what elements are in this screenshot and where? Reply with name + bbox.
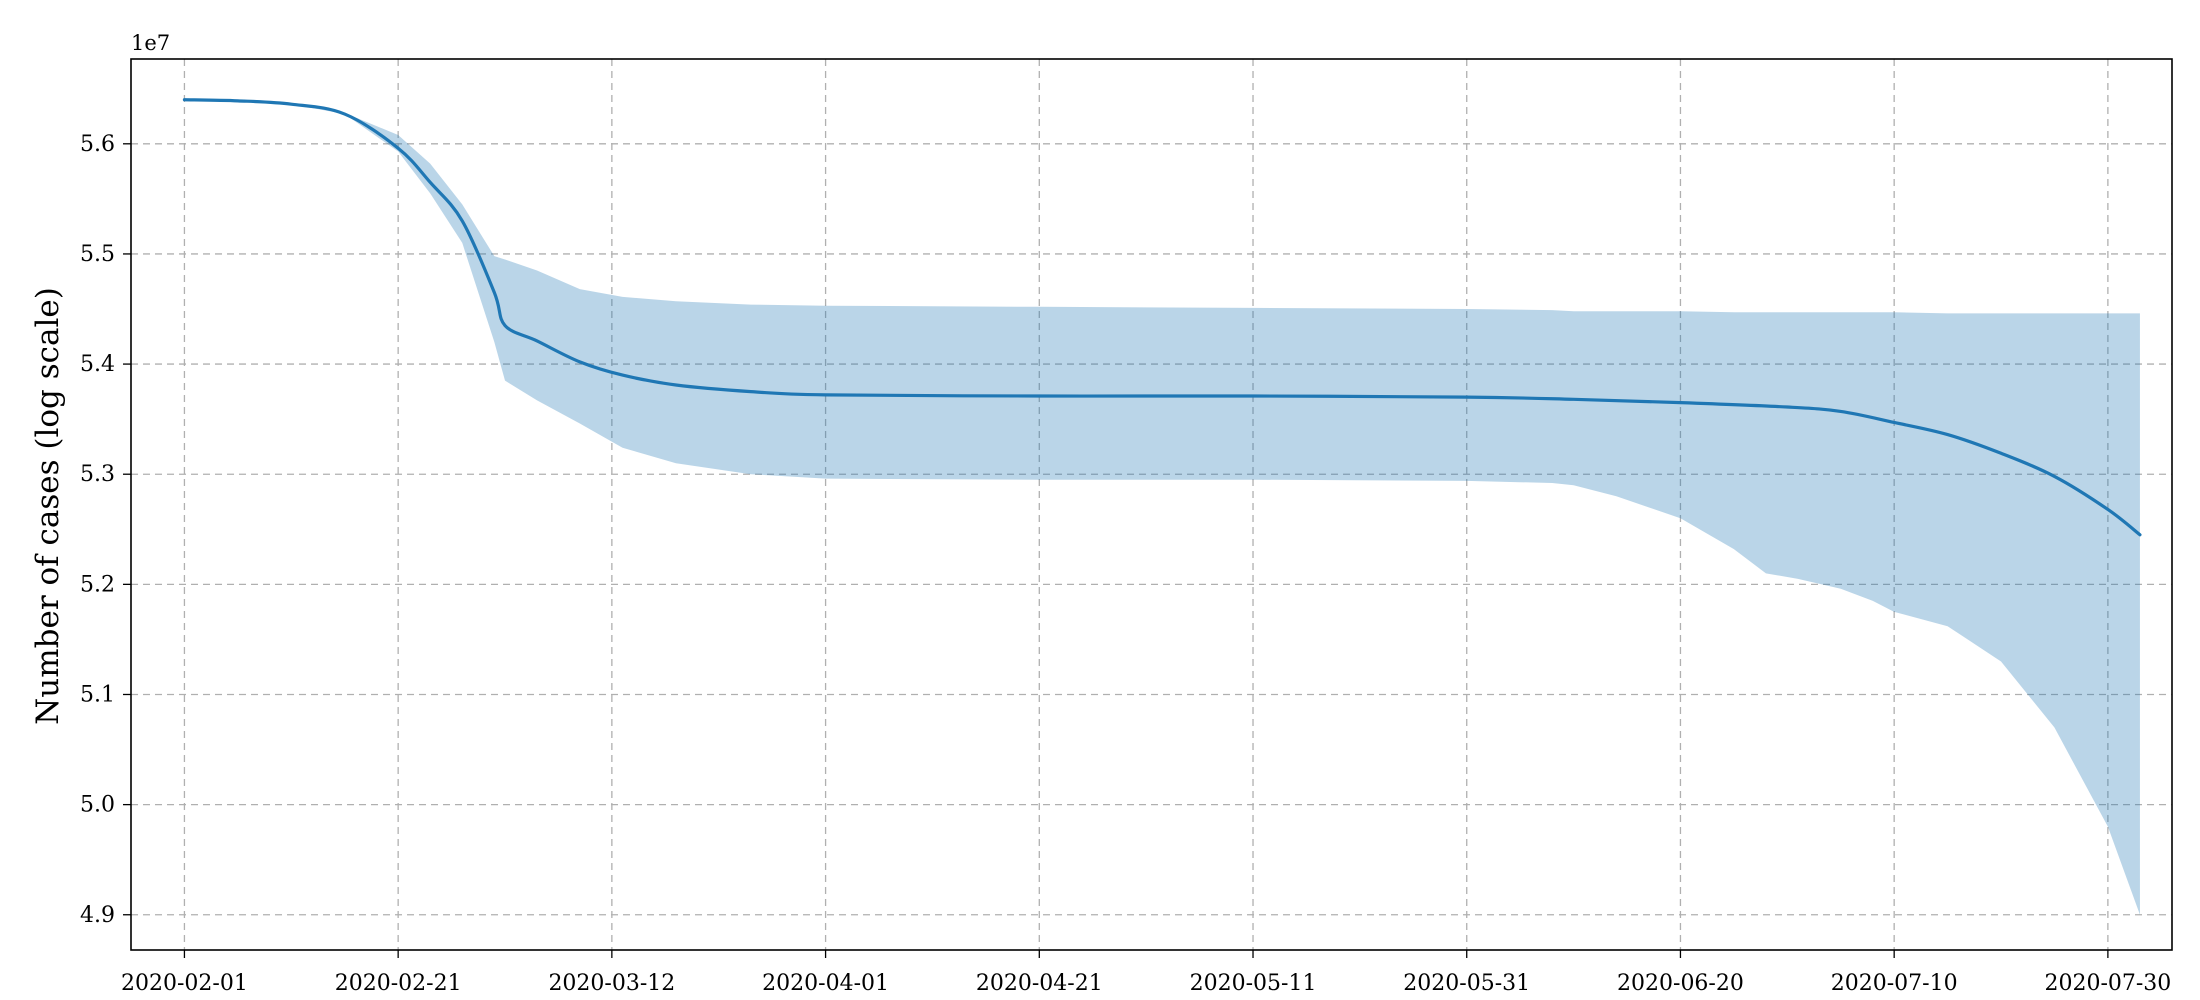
- y-tick-label: 4.9: [80, 903, 115, 928]
- y-tick-label: 5.4: [80, 352, 115, 377]
- plot-frame: [130, 58, 2173, 951]
- x-tick-label: 2020-05-31: [1403, 971, 1530, 996]
- y-tick-label: 5.5: [80, 242, 115, 267]
- x-tick-label: 2020-04-21: [976, 971, 1103, 996]
- y-tick-label: 5.3: [80, 462, 115, 487]
- confidence-band: [184, 99, 2140, 915]
- grid: [131, 59, 2172, 950]
- x-tick-label: 2020-04-01: [762, 971, 889, 996]
- x-tick-label: 2020-02-21: [335, 971, 462, 996]
- x-tick-label: 2020-07-10: [1831, 971, 1958, 996]
- y-tick-label: 5.2: [80, 572, 115, 597]
- x-tick-label: 2020-02-01: [121, 971, 248, 996]
- x-tick-label: 2020-03-12: [548, 971, 675, 996]
- x-tick-label: 2020-05-11: [1190, 971, 1317, 996]
- x-tick-label: 2020-06-20: [1617, 971, 1744, 996]
- y-tick-label: 5.6: [80, 132, 115, 157]
- x-tick-label: 2020-07-30: [2044, 971, 2171, 996]
- series-line: [182, 98, 2142, 537]
- ticks: 2020-02-01 2020-02-21 2020-03-12 2020-04-01…: [80, 132, 2171, 996]
- plot-data: [182, 98, 2142, 915]
- y-tick-label: 5.1: [80, 682, 115, 707]
- y-axis-title: Number of cases (log scale): [30, 287, 66, 725]
- y-tick-label: 5.0: [80, 793, 115, 818]
- y-offset-label: 1e7: [131, 31, 170, 55]
